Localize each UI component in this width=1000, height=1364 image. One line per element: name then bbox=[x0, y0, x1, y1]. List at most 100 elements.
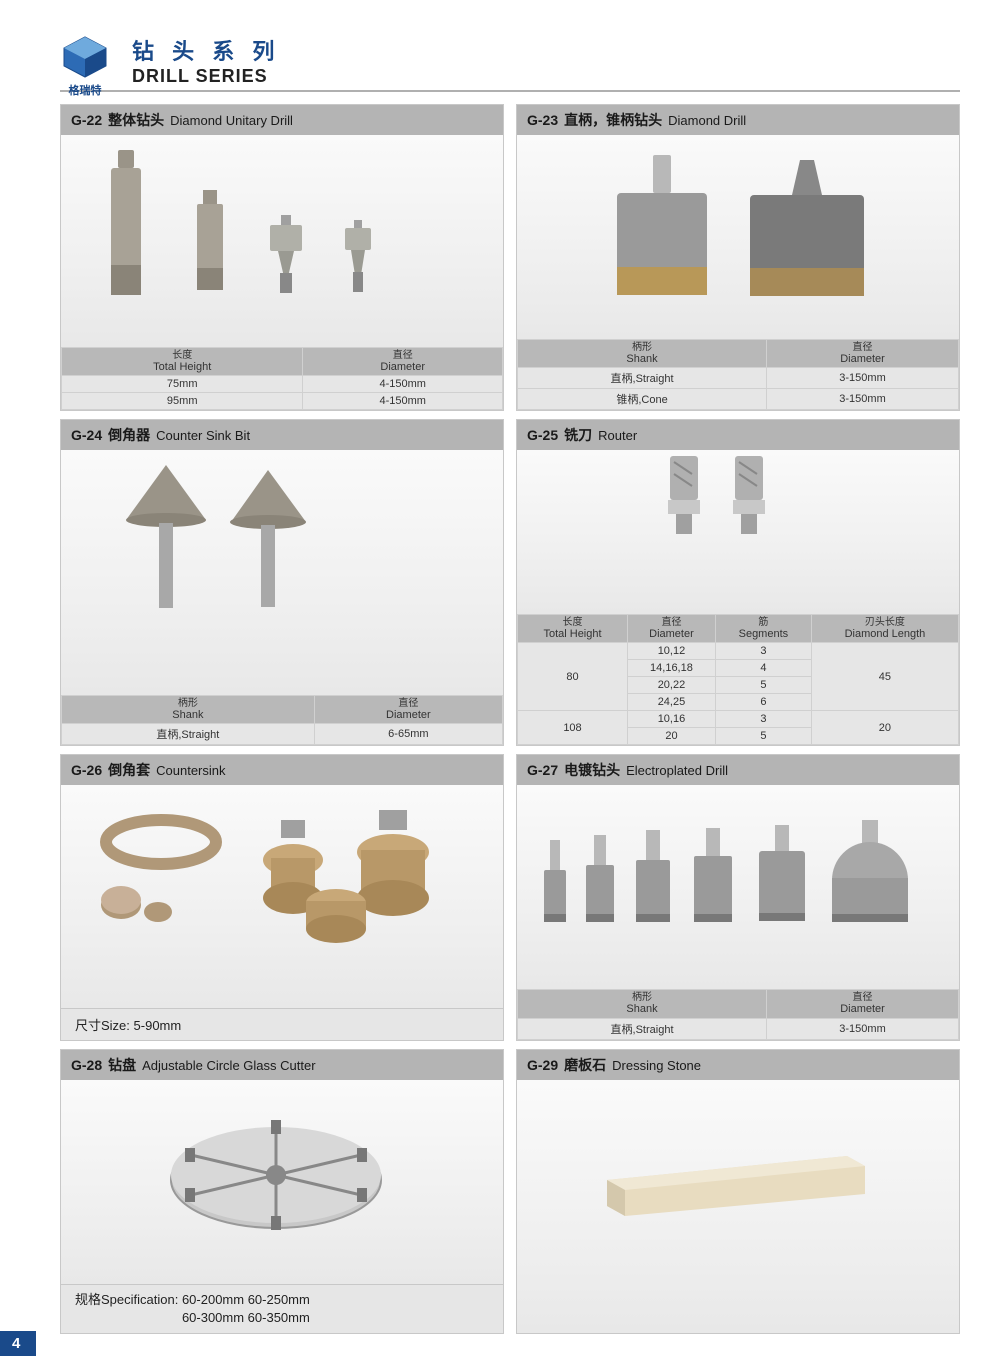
product-name-en: Dressing Stone bbox=[612, 1058, 701, 1073]
title-en: DRILL SERIES bbox=[132, 66, 280, 87]
card-header: G-23 直柄，锥柄钻头 Diamond Drill bbox=[517, 105, 959, 135]
table-row: 直柄,Straight6-65mm bbox=[62, 724, 503, 745]
product-name-en: Adjustable Circle Glass Cutter bbox=[142, 1058, 315, 1073]
table-cell: 4-150mm bbox=[303, 376, 503, 393]
table-cell: 14,16,18 bbox=[628, 660, 716, 677]
card-header: G-27 电镀钻头 Electroplated Drill bbox=[517, 755, 959, 785]
product-name-en: Diamond Unitary Drill bbox=[170, 113, 293, 128]
table-header: 柄形Shank bbox=[62, 696, 315, 724]
product-name-en: Electroplated Drill bbox=[626, 763, 728, 778]
table-cell: 直柄,Straight bbox=[62, 724, 315, 745]
card-g26: G-26 倒角套 Countersink bbox=[60, 754, 504, 1040]
product-name-cn: 铣刀 bbox=[564, 425, 592, 445]
table-cell: 108 bbox=[518, 711, 628, 745]
info-strip: 尺寸Size: 5-90mm bbox=[61, 1008, 503, 1040]
spec-table-g24: 柄形Shank直径Diameter 直柄,Straight6-65mm bbox=[61, 695, 503, 745]
product-name-cn: 倒角器 bbox=[108, 425, 150, 445]
table-cell: 80 bbox=[518, 643, 628, 711]
table-header: 柄形Shank bbox=[518, 340, 767, 368]
table-cell: 45 bbox=[811, 643, 958, 711]
table-header: 柄形Shank bbox=[518, 990, 767, 1018]
spec-strip: 规格Specification: 60-200mm 60-250mm 规格Spe… bbox=[61, 1284, 503, 1333]
product-name-en: Countersink bbox=[156, 763, 225, 778]
title-block: 钻 头 系 列 DRILL SERIES bbox=[132, 34, 280, 87]
product-code: G-28 bbox=[71, 1057, 102, 1073]
card-header: G-26 倒角套 Countersink bbox=[61, 755, 503, 785]
table-cell: 5 bbox=[715, 728, 811, 745]
spec-table-g27: 柄形Shank直径Diameter 直柄,Straight3-150mm bbox=[517, 989, 959, 1039]
table-cell: 75mm bbox=[62, 376, 303, 393]
brand-name-cn: 格瑞特 bbox=[60, 82, 110, 98]
product-code: G-26 bbox=[71, 762, 102, 778]
info-label: 尺寸Size: bbox=[75, 1018, 130, 1033]
table-cell: 4-150mm bbox=[303, 393, 503, 410]
card-header: G-24 倒角器 Counter Sink Bit bbox=[61, 420, 503, 450]
card-header: G-28 钻盘 Adjustable Circle Glass Cutter bbox=[61, 1050, 503, 1080]
table-header: 长度Total Height bbox=[62, 348, 303, 376]
spec-table-g23: 柄形Shank直径Diameter 直柄,Straight3-150mm锥柄,C… bbox=[517, 339, 959, 410]
card-g24: G-24 倒角器 Counter Sink Bit 柄形Shank直径Diame… bbox=[60, 419, 504, 746]
spec-line2: 60-300mm 60-350mm bbox=[182, 1310, 310, 1325]
table-row: 10810,16320 bbox=[518, 711, 959, 728]
product-code: G-24 bbox=[71, 427, 102, 443]
spec-line1: 60-200mm 60-250mm bbox=[182, 1292, 310, 1307]
card-header: G-25 铣刀 Router bbox=[517, 420, 959, 450]
product-name-cn: 整体钻头 bbox=[108, 110, 164, 130]
spec-table-g25: 长度Total Height直径Diameter筋Segments刃头长度Dia… bbox=[517, 614, 959, 745]
product-image-area bbox=[517, 450, 959, 614]
table-header: 直径Diameter bbox=[767, 990, 959, 1018]
product-image-area bbox=[61, 135, 503, 347]
table-cell: 6-65mm bbox=[314, 724, 502, 745]
table-cell: 24,25 bbox=[628, 694, 716, 711]
spec-label: 规格Specification: bbox=[75, 1292, 178, 1307]
card-g22: G-22 整体钻头 Diamond Unitary Drill bbox=[60, 104, 504, 411]
info-value: 5-90mm bbox=[134, 1018, 182, 1033]
spec-table-g22: 长度Total Height直径Diameter 75mm4-150mm95mm… bbox=[61, 347, 503, 410]
product-image-area bbox=[517, 135, 959, 339]
table-cell: 3 bbox=[715, 711, 811, 728]
table-header: 长度Total Height bbox=[518, 615, 628, 643]
card-g25: G-25 铣刀 Router 长度Total Height直径Diameter筋… bbox=[516, 419, 960, 746]
table-row: 8010,12345 bbox=[518, 643, 959, 660]
table-header: 直径Diameter bbox=[314, 696, 502, 724]
card-header: G-29 磨板石 Dressing Stone bbox=[517, 1050, 959, 1080]
product-name-cn: 直柄，锥柄钻头 bbox=[564, 110, 662, 130]
table-row: 直柄,Straight3-150mm bbox=[518, 1018, 959, 1039]
product-code: G-29 bbox=[527, 1057, 558, 1073]
table-header: 刃头长度Diamond Length bbox=[811, 615, 958, 643]
card-g23: G-23 直柄，锥柄钻头 Diamond Drill 柄形Shank直径Diam… bbox=[516, 104, 960, 411]
table-cell: 3 bbox=[715, 643, 811, 660]
product-image-area bbox=[517, 1080, 959, 1333]
table-header: 直径Diameter bbox=[628, 615, 716, 643]
product-code: G-25 bbox=[527, 427, 558, 443]
card-g28: G-28 钻盘 Adjustable Circle Glass Cutter bbox=[60, 1049, 504, 1334]
table-cell: 6 bbox=[715, 694, 811, 711]
table-cell: 锥柄,Cone bbox=[518, 389, 767, 410]
table-cell: 3-150mm bbox=[767, 1018, 959, 1039]
card-g29: G-29 磨板石 Dressing Stone bbox=[516, 1049, 960, 1334]
table-row: 75mm4-150mm bbox=[62, 376, 503, 393]
table-header: 直径Diameter bbox=[767, 340, 959, 368]
product-name-cn: 钻盘 bbox=[108, 1055, 136, 1075]
table-row: 直柄,Straight3-150mm bbox=[518, 368, 959, 389]
table-cell: 3-150mm bbox=[767, 389, 959, 410]
product-name-cn: 倒角套 bbox=[108, 760, 150, 780]
table-cell: 5 bbox=[715, 677, 811, 694]
card-header: G-22 整体钻头 Diamond Unitary Drill bbox=[61, 105, 503, 135]
table-cell: 10,16 bbox=[628, 711, 716, 728]
card-g27: G-27 电镀钻头 Electroplated Drill 柄形Shank直径D… bbox=[516, 754, 960, 1040]
product-image-area bbox=[61, 785, 503, 1007]
product-name-en: Diamond Drill bbox=[668, 113, 746, 128]
table-cell: 20,22 bbox=[628, 677, 716, 694]
table-header: 筋Segments bbox=[715, 615, 811, 643]
table-cell: 20 bbox=[811, 711, 958, 745]
table-cell: 3-150mm bbox=[767, 368, 959, 389]
product-name-en: Router bbox=[598, 428, 637, 443]
page-number: 4 bbox=[0, 1331, 36, 1356]
table-cell: 直柄,Straight bbox=[518, 368, 767, 389]
product-name-cn: 电镀钻头 bbox=[564, 760, 620, 780]
title-cn: 钻 头 系 列 bbox=[132, 34, 280, 66]
brand-logo: 格瑞特 bbox=[60, 35, 110, 85]
table-cell: 10,12 bbox=[628, 643, 716, 660]
product-code: G-22 bbox=[71, 112, 102, 128]
